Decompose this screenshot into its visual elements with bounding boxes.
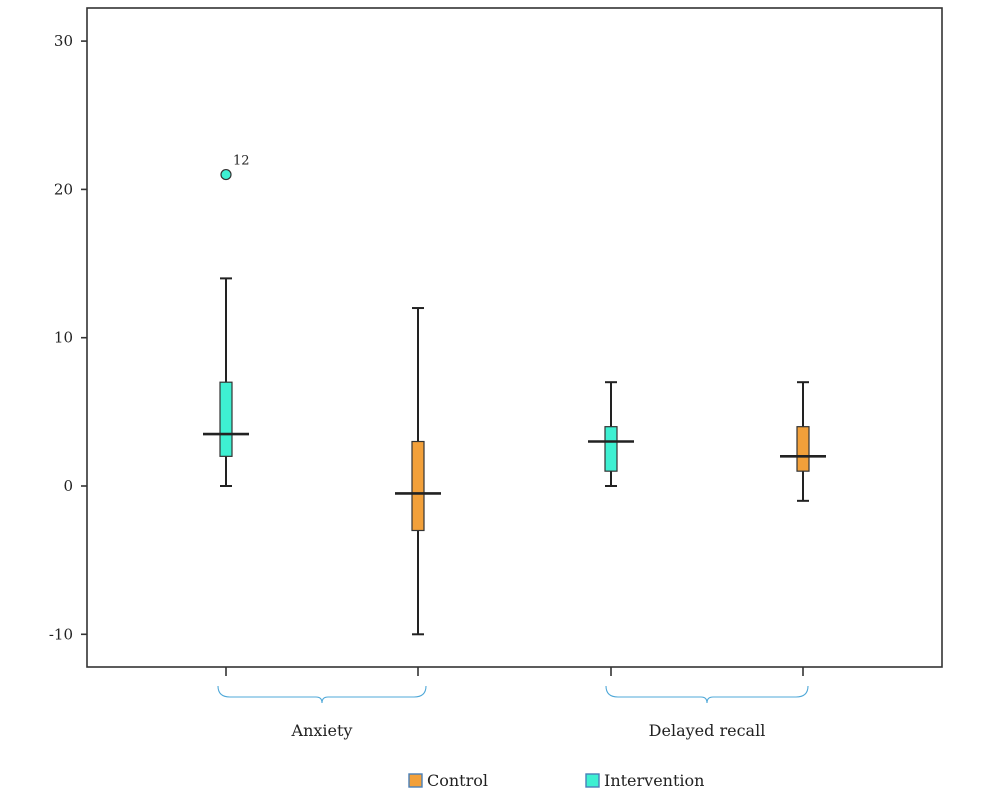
y-axis: -10 0 10 20 30 bbox=[49, 32, 87, 643]
legend-swatch-intervention bbox=[585, 773, 600, 788]
outlier-point bbox=[220, 168, 232, 181]
iqr-box bbox=[219, 381, 233, 457]
box-delayed-recall-control bbox=[780, 381, 826, 502]
group-label: Delayed recall bbox=[649, 721, 766, 740]
y-tick-label: 30 bbox=[54, 32, 73, 50]
boxes-layer: 12 bbox=[203, 154, 826, 636]
y-tick-label: -10 bbox=[49, 625, 73, 643]
box-anxiety-control bbox=[395, 307, 441, 636]
group-bracket bbox=[605, 685, 809, 704]
y-tick-label: 0 bbox=[63, 477, 73, 495]
group-label: Anxiety bbox=[291, 721, 353, 740]
group-bracket bbox=[217, 685, 427, 704]
x-axis: Anxiety Delayed recall bbox=[217, 667, 809, 740]
box-delayed-recall-intervention bbox=[588, 381, 634, 487]
legend-swatch-control bbox=[408, 773, 423, 788]
outlier-label: 12 bbox=[233, 154, 250, 169]
iqr-box bbox=[411, 440, 425, 532]
box-anxiety-intervention bbox=[203, 277, 249, 487]
legend: Control Intervention bbox=[408, 771, 704, 790]
iqr-box bbox=[604, 426, 618, 472]
iqr-box bbox=[796, 426, 810, 472]
legend-label-intervention: Intervention bbox=[604, 771, 704, 790]
legend-label-control: Control bbox=[427, 771, 488, 790]
y-tick-label: 10 bbox=[54, 329, 73, 347]
plot-frame bbox=[86, 7, 943, 668]
y-tick-label: 20 bbox=[54, 180, 73, 198]
